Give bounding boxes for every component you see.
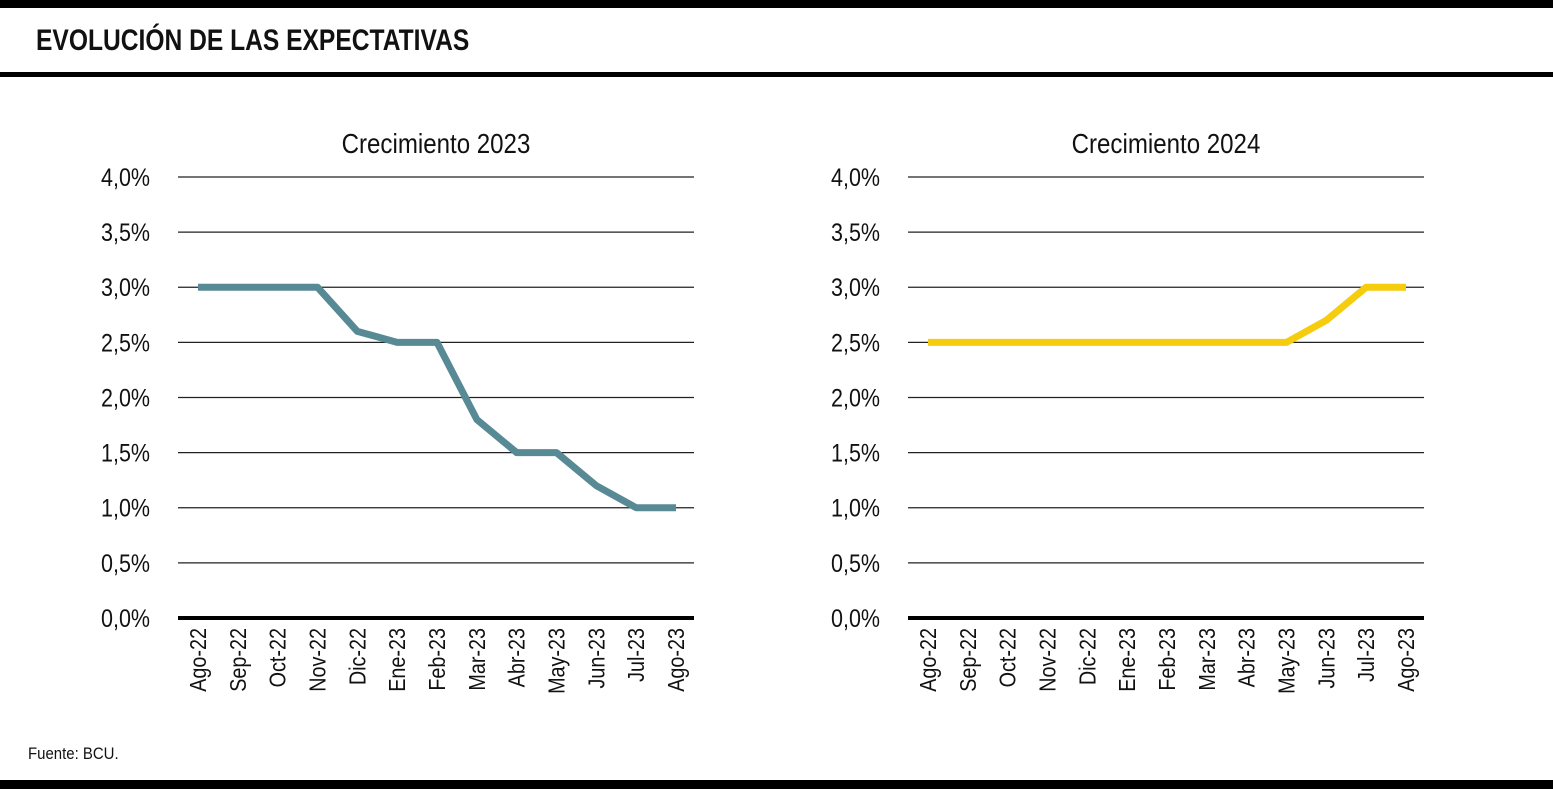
x-tick-label: Mar-23	[464, 628, 490, 691]
x-tick-label: Oct-22	[265, 628, 291, 687]
y-tick-label: 3,5%	[831, 219, 880, 247]
x-tick-label: Jun-23	[1314, 628, 1340, 688]
x-tick-label: Oct-22	[995, 628, 1021, 687]
x-tick-label: Ene-23	[385, 628, 411, 692]
x-tick-label: Ago-23	[664, 628, 690, 692]
y-tick-label: 3,0%	[101, 274, 150, 302]
x-tick-label: Nov-22	[305, 628, 331, 692]
chart-title: Crecimiento 2023	[342, 127, 531, 159]
header-rule	[0, 72, 1553, 77]
y-tick-label: 3,0%	[831, 274, 880, 302]
y-tick-label: 2,5%	[101, 329, 150, 357]
page-title: EVOLUCIÓN DE LAS EXPECTATIVAS	[36, 24, 470, 57]
x-tick-label: May-23	[1274, 628, 1300, 694]
y-tick-label: 2,0%	[831, 384, 880, 412]
y-tick-label: 0,0%	[101, 604, 150, 632]
x-tick-label: Sep-22	[225, 628, 251, 692]
y-tick-label: 1,5%	[101, 439, 150, 467]
x-tick-label: Feb-23	[425, 628, 451, 691]
x-tick-label: Dic-22	[1075, 628, 1101, 685]
x-tick-label: Nov-22	[1035, 628, 1061, 692]
y-tick-label: 1,0%	[101, 494, 150, 522]
bottom-rule	[0, 780, 1553, 789]
y-tick-label: 2,0%	[101, 384, 150, 412]
top-rule	[0, 0, 1553, 8]
y-tick-label: 3,5%	[101, 219, 150, 247]
x-tick-label: Jul-23	[624, 628, 650, 682]
x-tick-label: Feb-23	[1155, 628, 1181, 691]
y-tick-label: 4,0%	[101, 163, 150, 191]
x-tick-label: Ago-22	[186, 628, 212, 692]
x-tick-label: Ago-23	[1394, 628, 1420, 692]
x-tick-label: May-23	[544, 628, 570, 694]
y-tick-label: 1,5%	[831, 439, 880, 467]
x-tick-label: Abr-23	[504, 628, 530, 687]
x-tick-label: Abr-23	[1234, 628, 1260, 687]
x-tick-label: Mar-23	[1194, 628, 1220, 691]
y-tick-label: 4,0%	[831, 163, 880, 191]
x-tick-label: Jun-23	[584, 628, 610, 688]
x-tick-label: Sep-22	[955, 628, 981, 692]
chart-crecimiento-2023: Crecimiento 2023 0,0% 0,5% 1,0% 1,5% 2,0% 2,5%…	[101, 127, 694, 694]
chart-crecimiento-2024: Crecimiento 2024 0,0% 0,5% 1,0% 1,5% 2,0% 2,5%…	[831, 127, 1424, 694]
y-tick-label: 0,5%	[831, 549, 880, 577]
x-tick-label: Dic-22	[345, 628, 371, 685]
series-line	[928, 283, 1406, 346]
x-tick-label: Ago-22	[916, 628, 942, 692]
x-tick-label: Ene-23	[1115, 628, 1141, 692]
y-tick-label: 1,0%	[831, 494, 880, 522]
x-tick-label: Jul-23	[1354, 628, 1380, 682]
y-tick-label: 2,5%	[831, 329, 880, 357]
y-tick-label: 0,0%	[831, 604, 880, 632]
chart-title: Crecimiento 2024	[1072, 127, 1261, 159]
y-tick-label: 0,5%	[101, 549, 150, 577]
source-note: Fuente: BCU.	[28, 744, 119, 763]
